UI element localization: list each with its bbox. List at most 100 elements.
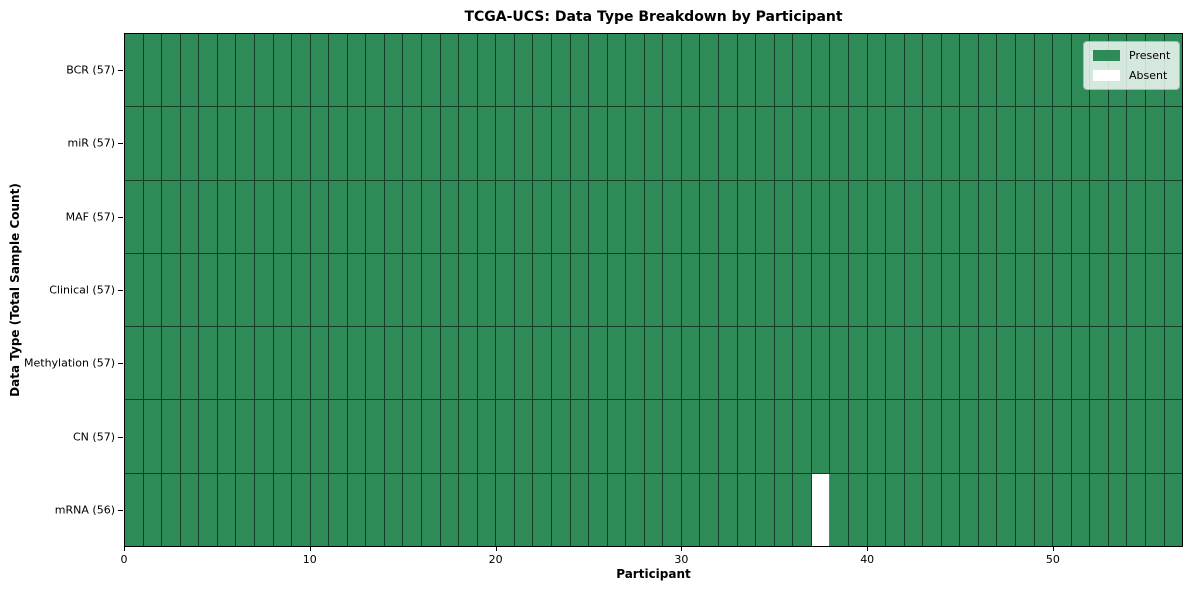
heatmap-cell-present [923,107,942,180]
heatmap-cell-present [626,107,645,180]
heatmap-cell-present [533,180,552,253]
heatmap-row-miR [125,107,1182,181]
heatmap-cell-present [403,400,422,473]
heatmap-cell-present [478,327,497,400]
heatmap-cell-present [1035,253,1054,327]
heatmap-cell-present [793,180,812,253]
heatmap-cell-present [682,327,701,400]
heatmap-cell-present [199,473,218,546]
heatmap-cell-present [236,400,255,473]
heatmap-cell-present [1072,107,1091,180]
heatmap-cell-present [236,34,255,107]
heatmap-cell-present [274,473,293,546]
heatmap-cell-present [292,253,311,327]
heatmap-cell-present [478,107,497,180]
heatmap-cell-present [589,400,608,473]
heatmap-cell-present [385,34,404,107]
heatmap-cell-present [700,34,719,107]
heatmap-cell-present [441,107,460,180]
heatmap-cell-present [663,34,682,107]
heatmap-cell-present [329,327,348,400]
heatmap-cell-present [979,327,998,400]
heatmap-cell-present [422,473,441,546]
heatmap-cell-present [645,253,664,327]
heatmap-cell-present [1072,180,1091,253]
heatmap-cell-present [700,180,719,253]
heatmap-row-mRNA [125,473,1182,546]
heatmap-cell-present [348,400,367,473]
heatmap-cell-present [552,400,571,473]
heatmap-cell-present [218,253,237,327]
heatmap-cell-present [830,400,849,473]
heatmap-cell-present [960,34,979,107]
x-tick-mark [1052,547,1054,551]
heatmap-cell-present [1127,253,1146,327]
heatmap-cell-present [905,180,924,253]
heatmap-cell-present [478,253,497,327]
legend-label: Absent [1129,69,1168,82]
heatmap-cell-present [700,107,719,180]
heatmap-cell-present [942,400,961,473]
heatmap-cell-present [181,34,200,107]
heatmap-cell-present [422,34,441,107]
heatmap-cell-present [348,253,367,327]
heatmap-cell-present [830,34,849,107]
heatmap-cell-present [515,400,534,473]
heatmap-cell-present [1127,107,1146,180]
heatmap-cell-present [589,34,608,107]
heatmap-cell-present [125,107,144,180]
x-tick-mark [124,547,125,551]
heatmap-cell-present [1090,180,1109,253]
heatmap-cell-present [441,327,460,400]
heatmap-cell-present [923,180,942,253]
heatmap-cell-present [997,180,1016,253]
heatmap-cell-present [422,107,441,180]
heatmap-cell-present [626,473,645,546]
heatmap-cell-present [329,400,348,473]
heatmap-cell-present [923,400,942,473]
heatmap-cell-present [236,107,255,180]
heatmap-cell-present [756,34,775,107]
heatmap-cell-present [942,253,961,327]
heatmap-cell-present [552,253,571,327]
heatmap-cell-present [403,34,422,107]
heatmap-cell-present [700,327,719,400]
heatmap-cell-present [886,253,905,327]
heatmap-cell-present [515,327,534,400]
heatmap-cell-present [162,400,181,473]
heatmap-cell-present [162,180,181,253]
heatmap-cell-present [812,253,831,327]
heatmap-cell-present [886,107,905,180]
heatmap-cell-present [608,327,627,400]
heatmap-cell-present [849,327,868,400]
heatmap-cell-present [1165,254,1183,326]
heatmap-cell-present [979,400,998,473]
heatmap-cell-present [515,34,534,107]
heatmap-cell-present [849,473,868,546]
heatmap-cell-present [1053,473,1072,546]
heatmap-cell-present [1109,253,1128,327]
heatmap-cell-present [199,327,218,400]
heatmap-cell-present [366,107,385,180]
heatmap-cell-present [719,473,738,546]
heatmap-cell-present [181,180,200,253]
heatmap-cell-present [181,400,200,473]
heatmap-cell-present [552,473,571,546]
heatmap-cell-present [255,327,274,400]
heatmap-cell-present [1072,473,1091,546]
heatmap-cell-present [868,473,887,546]
heatmap-cell-present [181,327,200,400]
heatmap-cell-present [608,107,627,180]
heatmap-cell-present [682,180,701,253]
x-tick-mark [309,547,311,551]
y-tick-mark [118,363,123,365]
heatmap-cell-present [441,34,460,107]
heatmap-cell-present [663,473,682,546]
heatmap-cell-present [738,253,757,327]
heatmap-cell-present [960,400,979,473]
heatmap-cell-present [830,253,849,327]
heatmap-cell-present [199,400,218,473]
heatmap-cell-present [144,327,163,400]
heatmap-cell-present [236,180,255,253]
heatmap-cell-present [738,34,757,107]
